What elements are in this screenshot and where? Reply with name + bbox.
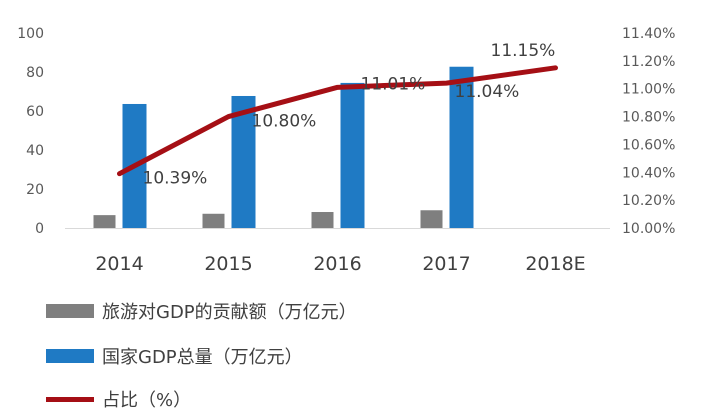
right-tick-label: 10.00% bbox=[622, 221, 675, 237]
category-label: 2015 bbox=[204, 253, 252, 275]
ratio-line-path bbox=[117, 65, 558, 177]
legend-item-tourism: 旅游对GDP的贡献额（万亿元） bbox=[46, 298, 357, 324]
bar-gdp bbox=[449, 66, 474, 228]
data-label: 11.15% bbox=[491, 41, 556, 61]
left-tick-label: 20 bbox=[26, 182, 44, 198]
category-label: 2016 bbox=[313, 253, 361, 275]
left-tick-label: 0 bbox=[35, 221, 44, 237]
right-tick-label: 10.40% bbox=[622, 165, 675, 181]
right-tick-label: 10.20% bbox=[622, 193, 675, 209]
category-label: 2018E bbox=[525, 253, 585, 275]
legend-label-tourism: 旅游对GDP的贡献额（万亿元） bbox=[102, 302, 357, 323]
legend-swatch-gray bbox=[46, 304, 94, 318]
legend-label-ratio: 占比（%） bbox=[102, 390, 192, 411]
data-label: 11.01% bbox=[361, 74, 426, 94]
left-tick-label: 60 bbox=[26, 104, 44, 120]
right-tick-label: 11.20% bbox=[622, 54, 675, 70]
right-tick-label: 10.60% bbox=[622, 137, 675, 153]
legend-swatch-line bbox=[46, 396, 94, 402]
bar-tourism bbox=[311, 212, 334, 228]
bar-gdp bbox=[231, 95, 256, 228]
bar-tourism bbox=[420, 210, 443, 228]
data-label: 11.04% bbox=[455, 82, 520, 102]
data-labels: 10.39% 10.80% 11.01% 11.04% 11.15% bbox=[143, 41, 556, 189]
left-axis: 0 20 40 60 80 100 bbox=[17, 26, 44, 237]
category-label: 2017 bbox=[422, 253, 470, 275]
data-label: 10.39% bbox=[143, 169, 208, 189]
legend-item-gdp: 国家GDP总量（万亿元） bbox=[46, 343, 303, 369]
bar-tourism bbox=[202, 213, 225, 228]
right-tick-label: 11.00% bbox=[622, 82, 675, 98]
right-axis: 10.00% 10.20% 10.40% 10.60% 10.80% 11.00% 11.2… bbox=[622, 26, 675, 237]
bar-gdp bbox=[340, 82, 365, 228]
left-tick-label: 40 bbox=[26, 143, 44, 159]
left-tick-label: 80 bbox=[26, 65, 44, 81]
category-label: 2014 bbox=[95, 253, 143, 275]
left-tick-label: 100 bbox=[17, 26, 44, 42]
legend-swatch-blue bbox=[46, 349, 94, 363]
legend-item-ratio: 占比（%） bbox=[46, 386, 191, 412]
category-labels: 2014 2015 2016 2017 2018E bbox=[95, 253, 585, 275]
bar-tourism bbox=[93, 215, 116, 228]
ratio-line bbox=[117, 65, 558, 177]
right-tick-label: 10.80% bbox=[622, 110, 675, 126]
right-tick-label: 11.40% bbox=[622, 26, 675, 42]
legend-label-gdp: 国家GDP总量（万亿元） bbox=[102, 347, 303, 368]
data-label: 10.80% bbox=[252, 112, 317, 132]
